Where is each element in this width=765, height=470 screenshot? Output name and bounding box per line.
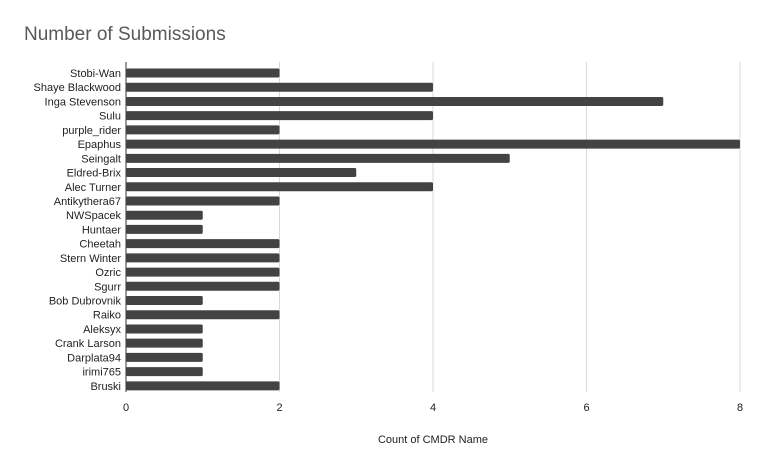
bar — [126, 196, 280, 206]
category-label: Shaye Blackwood — [34, 82, 121, 94]
bar — [126, 182, 433, 192]
category-label: Ozric — [95, 267, 121, 279]
category-label: Raiko — [93, 310, 121, 322]
x-tick-label: 0 — [123, 402, 129, 414]
category-label: Stern Winter — [60, 253, 121, 265]
bar — [126, 125, 280, 135]
category-label: Antikythera67 — [54, 196, 121, 208]
bar — [126, 82, 433, 92]
category-label: Alec Turner — [65, 182, 122, 194]
bar — [126, 168, 357, 178]
bar — [126, 68, 280, 78]
bar — [126, 153, 510, 163]
bar — [126, 367, 203, 377]
bar — [126, 338, 203, 348]
bar — [126, 310, 280, 320]
bar — [126, 111, 433, 121]
category-label: Darplata94 — [67, 352, 121, 364]
x-tick-labels: 0 2 4 6 8 — [123, 402, 743, 414]
category-label: Seingalt — [81, 153, 121, 165]
bar — [126, 352, 203, 362]
bar — [126, 210, 203, 220]
bars — [126, 68, 740, 391]
category-label: Huntaer — [82, 224, 121, 236]
x-tick-label: 8 — [737, 402, 743, 414]
x-tick-label: 2 — [276, 402, 282, 414]
category-label: Epaphus — [78, 139, 122, 151]
category-label: Eldred-Brix — [67, 168, 122, 180]
category-label: Crank Larson — [55, 338, 121, 350]
bar — [126, 281, 280, 291]
bar — [126, 381, 280, 391]
category-label: Inga Stevenson — [45, 96, 121, 108]
category-label: Bruski — [90, 381, 121, 393]
x-tick-label: 4 — [430, 402, 436, 414]
category-label: irimi765 — [82, 367, 121, 379]
category-label: NWSpacek — [66, 210, 122, 222]
category-label: Cheetah — [79, 239, 121, 251]
bar — [126, 139, 740, 149]
x-axis-label: Count of CMDR Name — [378, 434, 488, 446]
category-label: Aleksyx — [83, 324, 121, 336]
x-tick-label: 6 — [583, 402, 589, 414]
bar — [126, 224, 203, 234]
category-label: Sulu — [99, 111, 121, 123]
chart-title: Number of Submissions — [24, 24, 226, 45]
bar — [126, 324, 203, 334]
category-label: Stobi-Wan — [70, 68, 121, 80]
category-label: purple_rider — [62, 125, 121, 137]
category-label: Bob Dubrovnik — [49, 296, 122, 308]
category-labels: Stobi-Wan Shaye Blackwood Inga Stevenson Su… — [34, 68, 122, 393]
bar — [126, 267, 280, 277]
bar — [126, 96, 664, 106]
bar — [126, 296, 203, 306]
category-label: Sgurr — [94, 281, 121, 293]
bar — [126, 239, 280, 249]
bar — [126, 253, 280, 263]
